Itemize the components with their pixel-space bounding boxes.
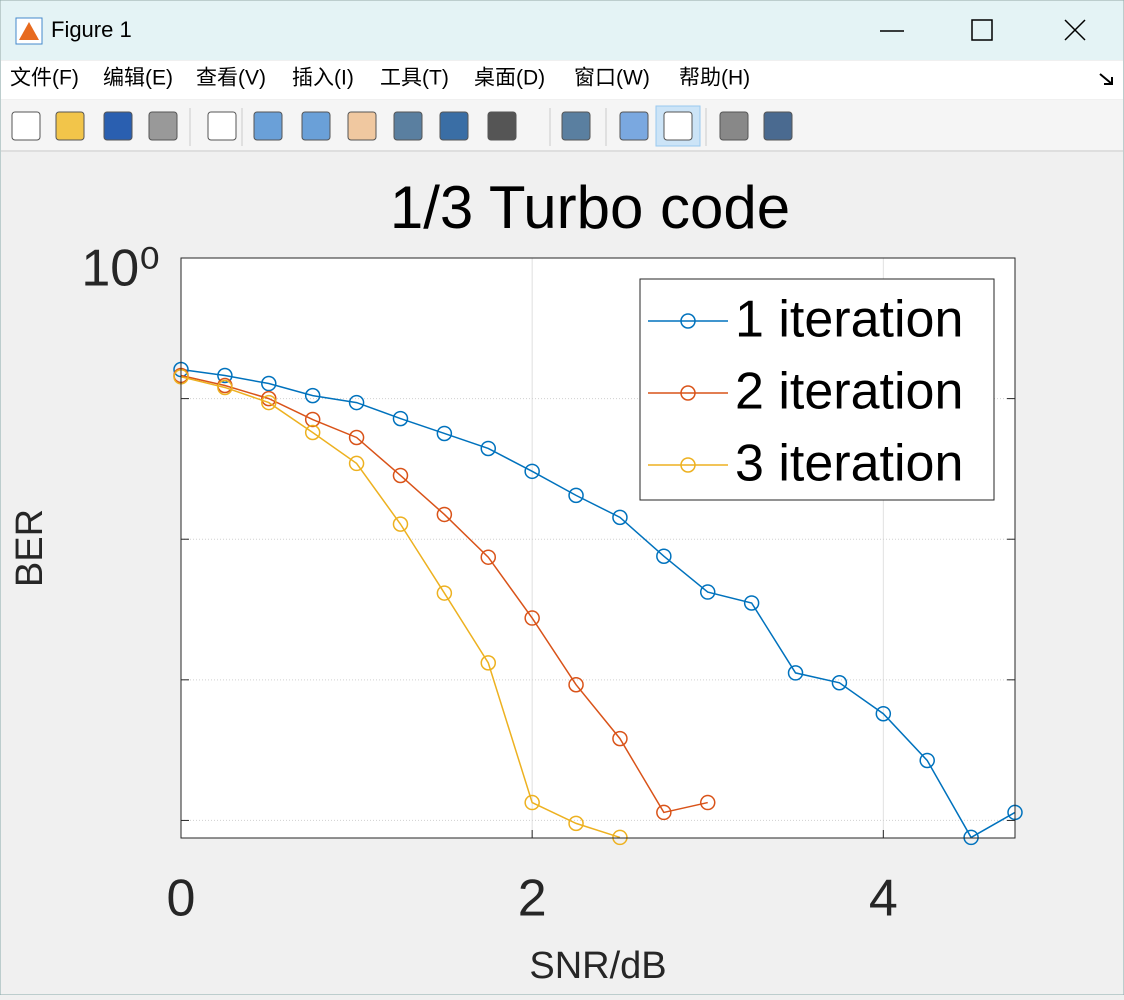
app-icon-logo [19, 22, 39, 40]
x-tick-label: 0 [167, 870, 196, 928]
data-point [875, 705, 892, 722]
maximize-button[interactable] [971, 19, 993, 41]
toolbar-button[interactable] [347, 111, 377, 141]
menu-item[interactable]: 桌面(D) [474, 67, 545, 90]
toolbar-button[interactable] [103, 111, 133, 141]
series-line [180, 374, 708, 814]
data-point [963, 829, 979, 846]
toolbar-button[interactable] [439, 111, 469, 141]
toolbar-button[interactable] [663, 111, 693, 141]
data-point [524, 463, 540, 480]
x-tick-label: 4 [869, 870, 898, 928]
data-point [261, 390, 277, 407]
window-title: Figure 1 [51, 17, 132, 42]
toolbar-button[interactable] [719, 111, 749, 141]
data-point [656, 804, 672, 821]
legend-box [639, 278, 995, 501]
data-point [699, 584, 716, 600]
data-point [217, 367, 233, 384]
data-point [568, 815, 584, 832]
data-point [304, 424, 321, 441]
toolbar-button[interactable] [619, 111, 649, 141]
title-bar [1, 1, 1123, 60]
data-point [304, 411, 321, 428]
legend-marker [680, 385, 696, 401]
menu-item[interactable]: 窗口(W) [574, 67, 650, 90]
data-point [436, 425, 453, 442]
data-point [787, 665, 804, 681]
legend-marker [680, 457, 696, 473]
toolbar-button[interactable] [393, 111, 423, 141]
toolbar-button[interactable] [301, 111, 331, 141]
data-point [348, 455, 365, 472]
axes-box [180, 257, 1016, 839]
data-point [217, 379, 233, 396]
legend-label: 3 iteration [735, 435, 963, 493]
menu-item[interactable]: 帮助(H) [679, 67, 750, 90]
close-button[interactable] [1064, 19, 1086, 41]
toolbar-button[interactable] [487, 111, 517, 141]
data-point [656, 548, 672, 564]
data-point [831, 675, 848, 691]
y-tick-label: 10⁰ [81, 240, 160, 298]
data-point [261, 375, 277, 392]
series-line [180, 376, 621, 839]
data-point [524, 794, 540, 811]
data-point [743, 595, 760, 611]
menu-bar [1, 61, 1123, 99]
toolbar-button[interactable] [561, 111, 591, 141]
dock-arrow[interactable] [1099, 73, 1113, 85]
data-point [436, 506, 453, 523]
menu-item[interactable]: 查看(V) [196, 67, 266, 90]
data-point [612, 730, 628, 747]
data-point [612, 509, 628, 526]
legend-label: 1 iteration [735, 291, 963, 349]
data-point [348, 429, 365, 446]
data-point [919, 752, 935, 769]
data-point [480, 655, 497, 671]
data-point [392, 516, 409, 532]
toolbar-button[interactable] [253, 111, 283, 141]
data-point [699, 794, 716, 811]
data-point [261, 394, 277, 411]
menu-item[interactable]: 工具(T) [380, 67, 449, 90]
x-tick-label: 2 [518, 870, 547, 928]
toolbar-button[interactable] [11, 111, 41, 141]
data-point [436, 585, 453, 601]
menu-item[interactable]: 文件(F) [10, 67, 79, 90]
data-point [348, 394, 365, 411]
data-point [392, 467, 409, 484]
legend-label: 2 iteration [735, 363, 963, 421]
x-axis-label: SNR/dB [529, 945, 666, 987]
toolbar-button[interactable] [55, 111, 85, 141]
data-point [612, 829, 628, 846]
data-point [568, 487, 584, 504]
data-point [392, 410, 409, 427]
toolbar-button[interactable] [207, 111, 237, 141]
menu-item[interactable]: 编辑(E) [103, 67, 173, 90]
data-point [480, 549, 497, 565]
data-point [480, 440, 497, 457]
data-point [304, 387, 321, 404]
chart-title: 1/3 Turbo code [390, 174, 790, 241]
toolbar-button[interactable] [148, 111, 178, 141]
data-point [568, 676, 584, 693]
menu-item[interactable]: 插入(I) [292, 67, 354, 90]
data-point [524, 610, 540, 626]
y-axis-label: BER [9, 509, 51, 587]
legend-marker [680, 313, 696, 329]
toolbar-button[interactable] [763, 111, 793, 141]
